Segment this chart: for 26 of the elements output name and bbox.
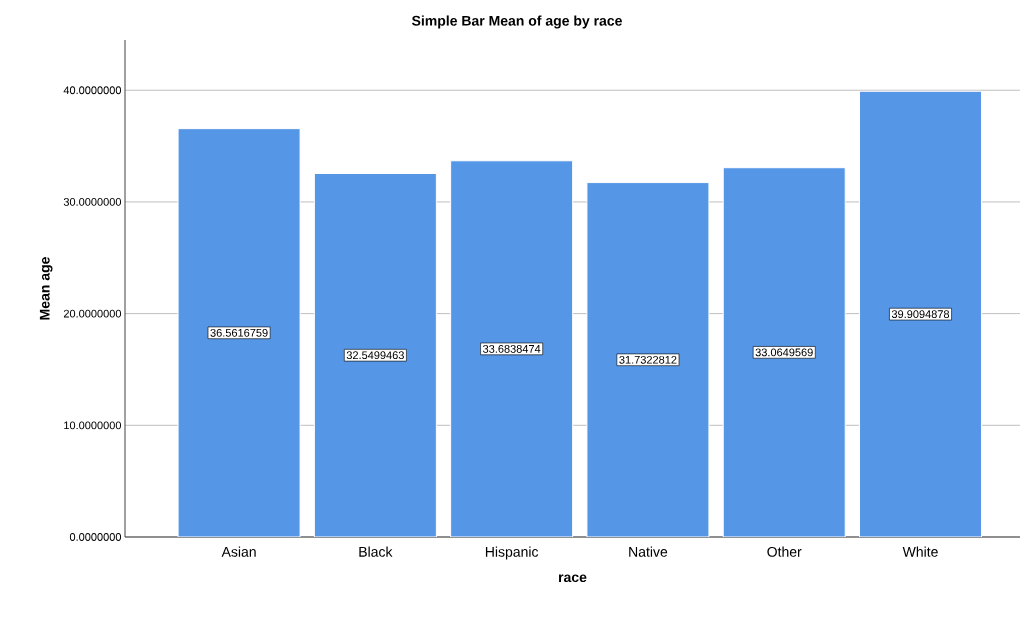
x-axis-title: race — [559, 574, 587, 583]
data-label: 33.0649569 — [755, 348, 813, 357]
x-tick-label: Other — [767, 546, 802, 557]
y-axis-title: Mean age — [39, 257, 53, 320]
bar — [859, 90, 982, 537]
data-label: 32.5499463 — [346, 351, 404, 360]
bar — [450, 160, 574, 537]
y-tick-label: 10.0000000 — [64, 421, 122, 430]
y-tick-label: 40.0000000 — [63, 86, 122, 95]
chart-title: Simple Bar Mean of age by race — [411, 15, 622, 29]
data-label: 33.6838474 — [483, 345, 541, 353]
bar — [177, 128, 301, 537]
x-tick-label: Native — [629, 546, 668, 557]
bar — [313, 172, 437, 537]
y-tick-label: 0.0000000 — [69, 533, 122, 541]
data-label: 36.5616759 — [210, 328, 268, 337]
x-tick-label: Hispanic — [485, 546, 539, 560]
x-tick-label: Black — [359, 546, 393, 557]
y-tick-label: 20.0000000 — [63, 309, 122, 318]
data-label: 39.9094878 — [891, 310, 950, 319]
bar — [722, 167, 846, 537]
x-tick-label: White — [902, 546, 938, 557]
y-tick-label: 30.0000000 — [63, 198, 122, 206]
data-label: 31.7322812 — [619, 355, 677, 364]
bar — [586, 182, 710, 537]
x-tick-label: Asian — [221, 546, 256, 557]
